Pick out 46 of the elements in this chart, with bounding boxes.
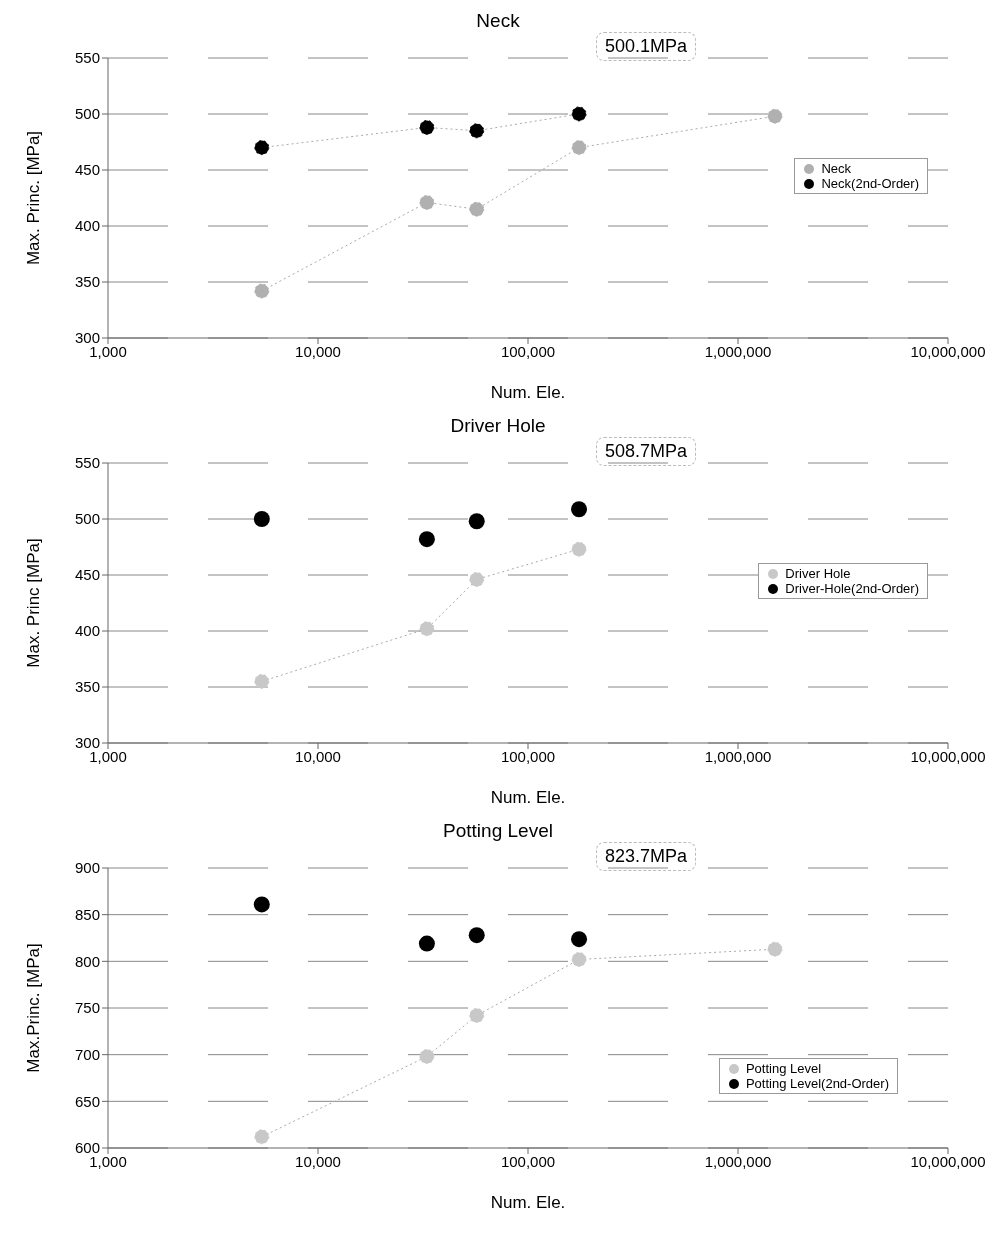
x-axis-title: Num. Ele. xyxy=(490,383,566,402)
y-tick-label: 450 xyxy=(74,566,100,584)
y-axis-title: Max. Princ. [MPa] xyxy=(24,130,44,266)
x-tick-label: 10,000 xyxy=(295,747,341,765)
y-tick-label: 650 xyxy=(74,1092,100,1110)
y-tick-label: 350 xyxy=(74,678,100,696)
legend-label: Driver-Hole(2nd-Order) xyxy=(785,581,919,596)
text: 508.7MPa xyxy=(596,437,697,466)
chart-title: Driver Hole xyxy=(449,415,547,437)
x-tick-label: 10,000,000 xyxy=(910,747,986,765)
x-tick-label: 100,000 xyxy=(500,1152,556,1170)
chart-title: Neck xyxy=(475,10,521,32)
y-tick-label: 500 xyxy=(74,510,100,528)
chart-title: Potting Level xyxy=(442,820,554,842)
text: 823.7MPa xyxy=(596,842,697,871)
legend-label: Driver Hole xyxy=(785,566,851,581)
x-tick-label: 10,000,000 xyxy=(910,1152,986,1170)
legend-label: Potting Level xyxy=(745,1061,822,1076)
y-axis-title: Max. Princ [MPa] xyxy=(24,538,44,668)
y-tick-label: 900 xyxy=(74,859,100,877)
x-tick-label: 10,000,000 xyxy=(910,342,986,360)
y-tick-label: 350 xyxy=(74,273,100,291)
y-tick-label: 700 xyxy=(74,1045,100,1063)
y-tick-label: 550 xyxy=(74,49,100,67)
y-tick-label: 500 xyxy=(74,105,100,123)
x-tick-label: 1,000,000 xyxy=(704,747,772,765)
y-tick-label: 450 xyxy=(74,161,100,179)
y-axis-title: Max.Princ. [MPa] xyxy=(24,943,44,1073)
legend-label: Neck xyxy=(821,161,852,176)
y-tick-label: 400 xyxy=(74,217,100,235)
x-tick-label: 1,000,000 xyxy=(704,1152,772,1170)
y-tick-label: 550 xyxy=(74,454,100,472)
x-tick-label: 100,000 xyxy=(500,342,556,360)
y-tick-label: 850 xyxy=(74,905,100,923)
x-tick-label: 1,000,000 xyxy=(704,342,772,360)
x-tick-label: 100,000 xyxy=(500,747,556,765)
y-tick-label: 800 xyxy=(74,952,100,970)
x-tick-label: 10,000 xyxy=(295,342,341,360)
text: 500.1MPa xyxy=(596,32,697,61)
x-axis-title: Num. Ele. xyxy=(490,788,566,807)
legend-label: Neck(2nd-Order) xyxy=(821,176,919,191)
legend-label: Potting Level(2nd-Order) xyxy=(745,1076,889,1091)
x-tick-label: 10,000 xyxy=(295,1152,341,1170)
x-axis-title: Num. Ele. xyxy=(490,1193,566,1212)
y-tick-label: 400 xyxy=(74,622,100,640)
y-tick-label: 750 xyxy=(74,999,100,1017)
